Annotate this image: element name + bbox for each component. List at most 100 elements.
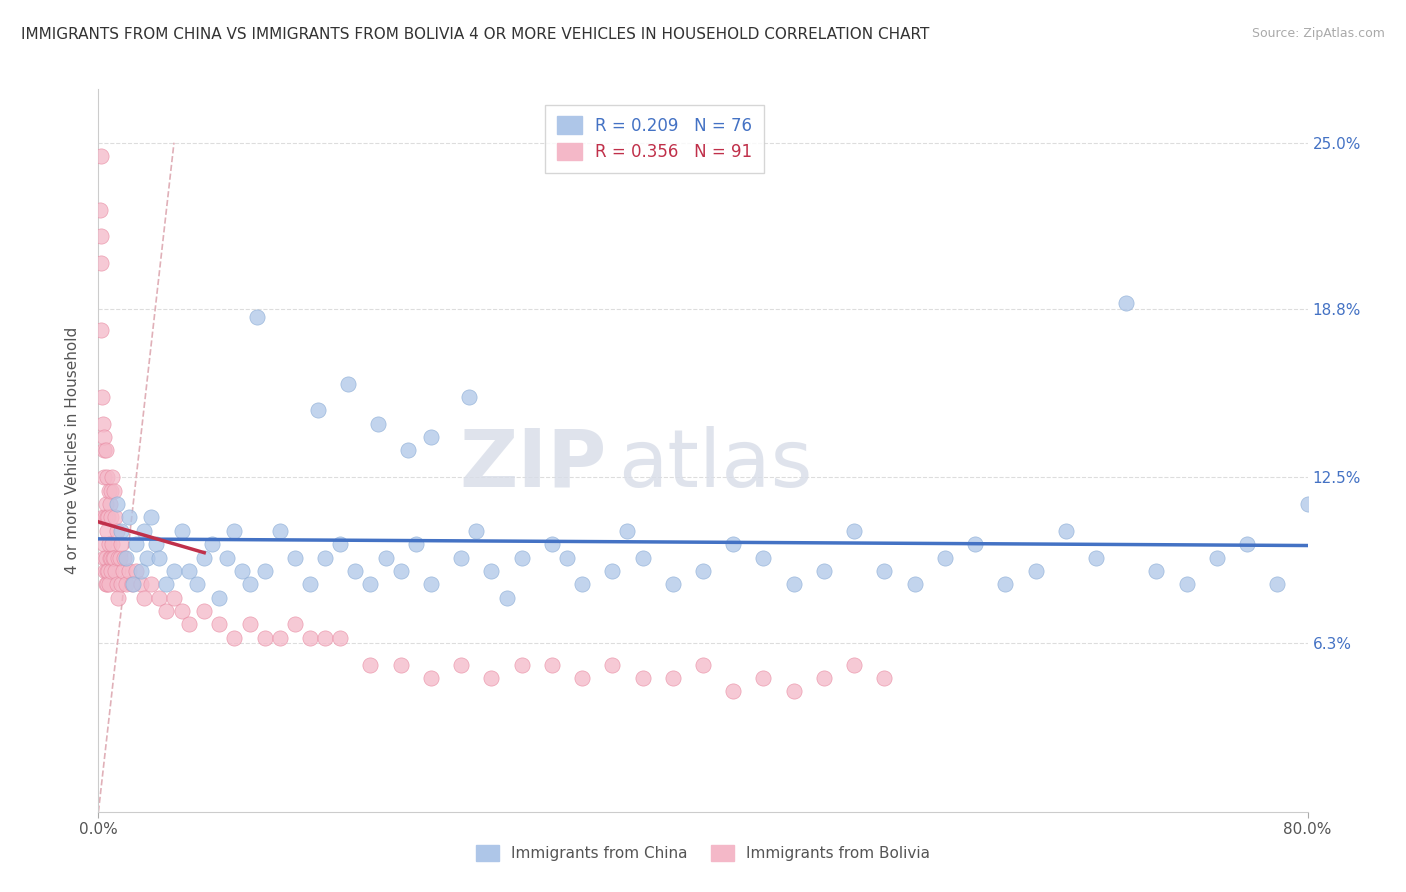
Point (329, 537, 352, 551)
Y-axis label: 4 or more Vehicles in Household: 4 or more Vehicles in Household (65, 326, 80, 574)
Point (98, 483, 121, 498)
Point (571, 577, 593, 591)
Legend: Immigrants from China, Immigrants from Bolivia: Immigrants from China, Immigrants from B… (468, 838, 938, 869)
Point (111, 564, 134, 578)
Point (132, 591, 155, 605)
Point (148, 591, 170, 605)
Point (389, 657, 412, 672)
Point (540, 657, 562, 672)
Point (193, 604, 215, 618)
Point (93, 550, 115, 565)
Point (125, 537, 148, 551)
Point (141, 510, 163, 524)
Point (510, 657, 533, 672)
Point (253, 564, 276, 578)
Point (844, 657, 866, 672)
Point (125, 564, 148, 578)
Point (723, 684, 745, 698)
Point (420, 430, 443, 444)
Point (1296, 497, 1319, 511)
Point (692, 657, 714, 672)
Point (118, 510, 141, 524)
Point (91, 510, 114, 524)
Point (122, 577, 145, 591)
Point (783, 577, 806, 591)
Point (98, 550, 121, 565)
Point (100, 483, 122, 498)
Point (103, 483, 125, 498)
Text: Source: ZipAtlas.com: Source: ZipAtlas.com (1251, 27, 1385, 40)
Point (94, 550, 117, 565)
Point (374, 550, 396, 565)
Text: IMMIGRANTS FROM CHINA VS IMMIGRANTS FROM BOLIVIA 4 OR MORE VEHICLES IN HOUSEHOLD: IMMIGRANTS FROM CHINA VS IMMIGRANTS FROM… (21, 27, 929, 42)
Point (239, 577, 262, 591)
Point (844, 524, 866, 538)
Point (105, 524, 128, 538)
Point (107, 550, 129, 565)
Point (457, 390, 479, 404)
Point (91, 417, 114, 431)
Point (994, 577, 1017, 591)
Point (163, 591, 186, 605)
Point (90, 149, 112, 163)
Point (329, 631, 352, 645)
Point (934, 550, 956, 565)
Point (101, 470, 124, 484)
Point (100, 550, 122, 565)
Point (96, 524, 118, 538)
Point (100, 564, 122, 578)
Point (314, 550, 336, 565)
Point (105, 577, 128, 591)
Point (97, 564, 120, 578)
Point (107, 591, 129, 605)
Point (602, 564, 624, 578)
Point (661, 577, 683, 591)
Point (121, 577, 143, 591)
Point (155, 577, 177, 591)
Point (96, 470, 118, 484)
Point (367, 417, 389, 431)
Point (299, 577, 322, 591)
Point (101, 537, 124, 551)
Point (96, 510, 118, 524)
Point (94, 443, 117, 458)
Point (1175, 577, 1198, 591)
Point (108, 550, 131, 565)
Point (246, 310, 269, 324)
Point (420, 671, 443, 685)
Point (208, 617, 231, 632)
Point (94, 510, 117, 524)
Point (450, 657, 472, 672)
Point (94, 497, 117, 511)
Point (224, 631, 246, 645)
Point (360, 577, 382, 591)
Point (193, 550, 215, 565)
Point (571, 671, 593, 685)
Point (129, 577, 152, 591)
Point (405, 537, 427, 551)
Point (299, 631, 322, 645)
Point (201, 537, 224, 551)
Point (155, 604, 177, 618)
Point (752, 550, 775, 565)
Point (98, 497, 121, 511)
Point (208, 591, 231, 605)
Point (96, 564, 118, 578)
Point (89, 202, 111, 217)
Point (540, 537, 562, 551)
Point (224, 524, 246, 538)
Point (344, 564, 367, 578)
Point (94, 564, 117, 578)
Point (1206, 550, 1229, 565)
Point (360, 657, 382, 672)
Point (723, 537, 745, 551)
Point (93, 430, 115, 444)
Point (692, 564, 714, 578)
Point (135, 550, 157, 565)
Text: atlas: atlas (619, 425, 813, 504)
Point (307, 403, 329, 417)
Point (1267, 577, 1289, 591)
Point (873, 564, 896, 578)
Point (631, 550, 654, 565)
Point (94, 577, 117, 591)
